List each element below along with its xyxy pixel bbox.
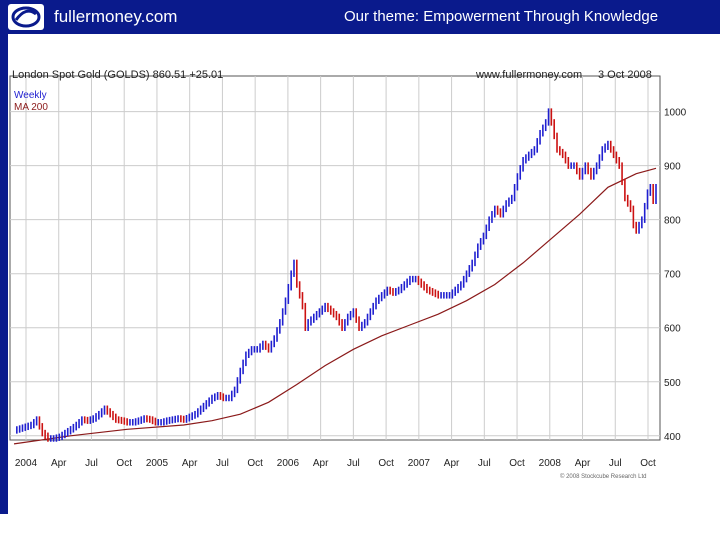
- site-tagline: Our theme: Empowerment Through Knowledge: [344, 8, 659, 25]
- x-tick-label: Jul: [216, 458, 229, 469]
- x-tick-label: Jul: [347, 458, 360, 469]
- x-tick-label: Jul: [85, 458, 98, 469]
- ma-200-line: [13, 167, 657, 445]
- x-tick-label: Apr: [444, 458, 460, 469]
- x-tick-label: Oct: [509, 458, 525, 469]
- left-accent-bar: [0, 34, 8, 514]
- x-tick-label: Oct: [640, 458, 656, 469]
- globe-swirl-icon: [8, 4, 44, 30]
- x-tick-label: 2006: [277, 458, 300, 469]
- frequency-label: Weekly: [14, 90, 47, 101]
- y-tick-label: 700: [664, 270, 681, 281]
- grid-lines: [10, 76, 660, 440]
- x-tick-label: Apr: [313, 458, 329, 469]
- x-axis-ticks: 2004 Apr Jul Oct 2005 Apr Jul Oct 2006 Apr Jul Oct 2…: [15, 458, 656, 469]
- gold-price-chart: 1000 900 800 700 600 500 400 2004 Apr Jul Oct 2005…: [9, 69, 687, 480]
- chart-title: London Spot Gold (GOLDS) 860.51 +25.01: [12, 69, 223, 81]
- ma-series: [13, 167, 657, 445]
- y-tick-label: 400: [664, 432, 681, 443]
- y-tick-label: 900: [664, 162, 681, 173]
- x-tick-label: 2007: [408, 458, 431, 469]
- header-bar: fullermoney.com Our theme: Empowerment T…: [0, 0, 720, 34]
- ma-label: MA 200: [14, 102, 48, 113]
- x-tick-label: Oct: [378, 458, 394, 469]
- plot-frame: [9, 75, 661, 441]
- x-tick-label: Jul: [609, 458, 622, 469]
- x-tick-label: 2008: [539, 458, 562, 469]
- x-tick-label: Oct: [247, 458, 263, 469]
- x-tick-label: 2005: [146, 458, 169, 469]
- chart-date: 3 Oct 2008: [598, 69, 652, 81]
- x-tick-label: Oct: [116, 458, 132, 469]
- price-series: [16, 108, 657, 442]
- y-tick-label: 800: [664, 216, 681, 227]
- x-tick-label: Jul: [478, 458, 491, 469]
- copyright-notice: © 2008 Stockcube Research Ltd: [560, 473, 646, 480]
- y-tick-label: 600: [664, 324, 681, 335]
- x-tick-label: 2004: [15, 458, 38, 469]
- y-tick-label: 500: [664, 378, 681, 389]
- chart-source: www.fullermoney.com: [475, 69, 582, 81]
- x-tick-label: Apr: [182, 458, 198, 469]
- y-tick-label: 1000: [664, 108, 687, 119]
- y-axis-ticks: 1000 900 800 700 600 500 400: [664, 108, 687, 443]
- x-tick-label: Apr: [575, 458, 591, 469]
- site-brand[interactable]: fullermoney.com: [54, 7, 178, 26]
- x-tick-label: Apr: [51, 458, 67, 469]
